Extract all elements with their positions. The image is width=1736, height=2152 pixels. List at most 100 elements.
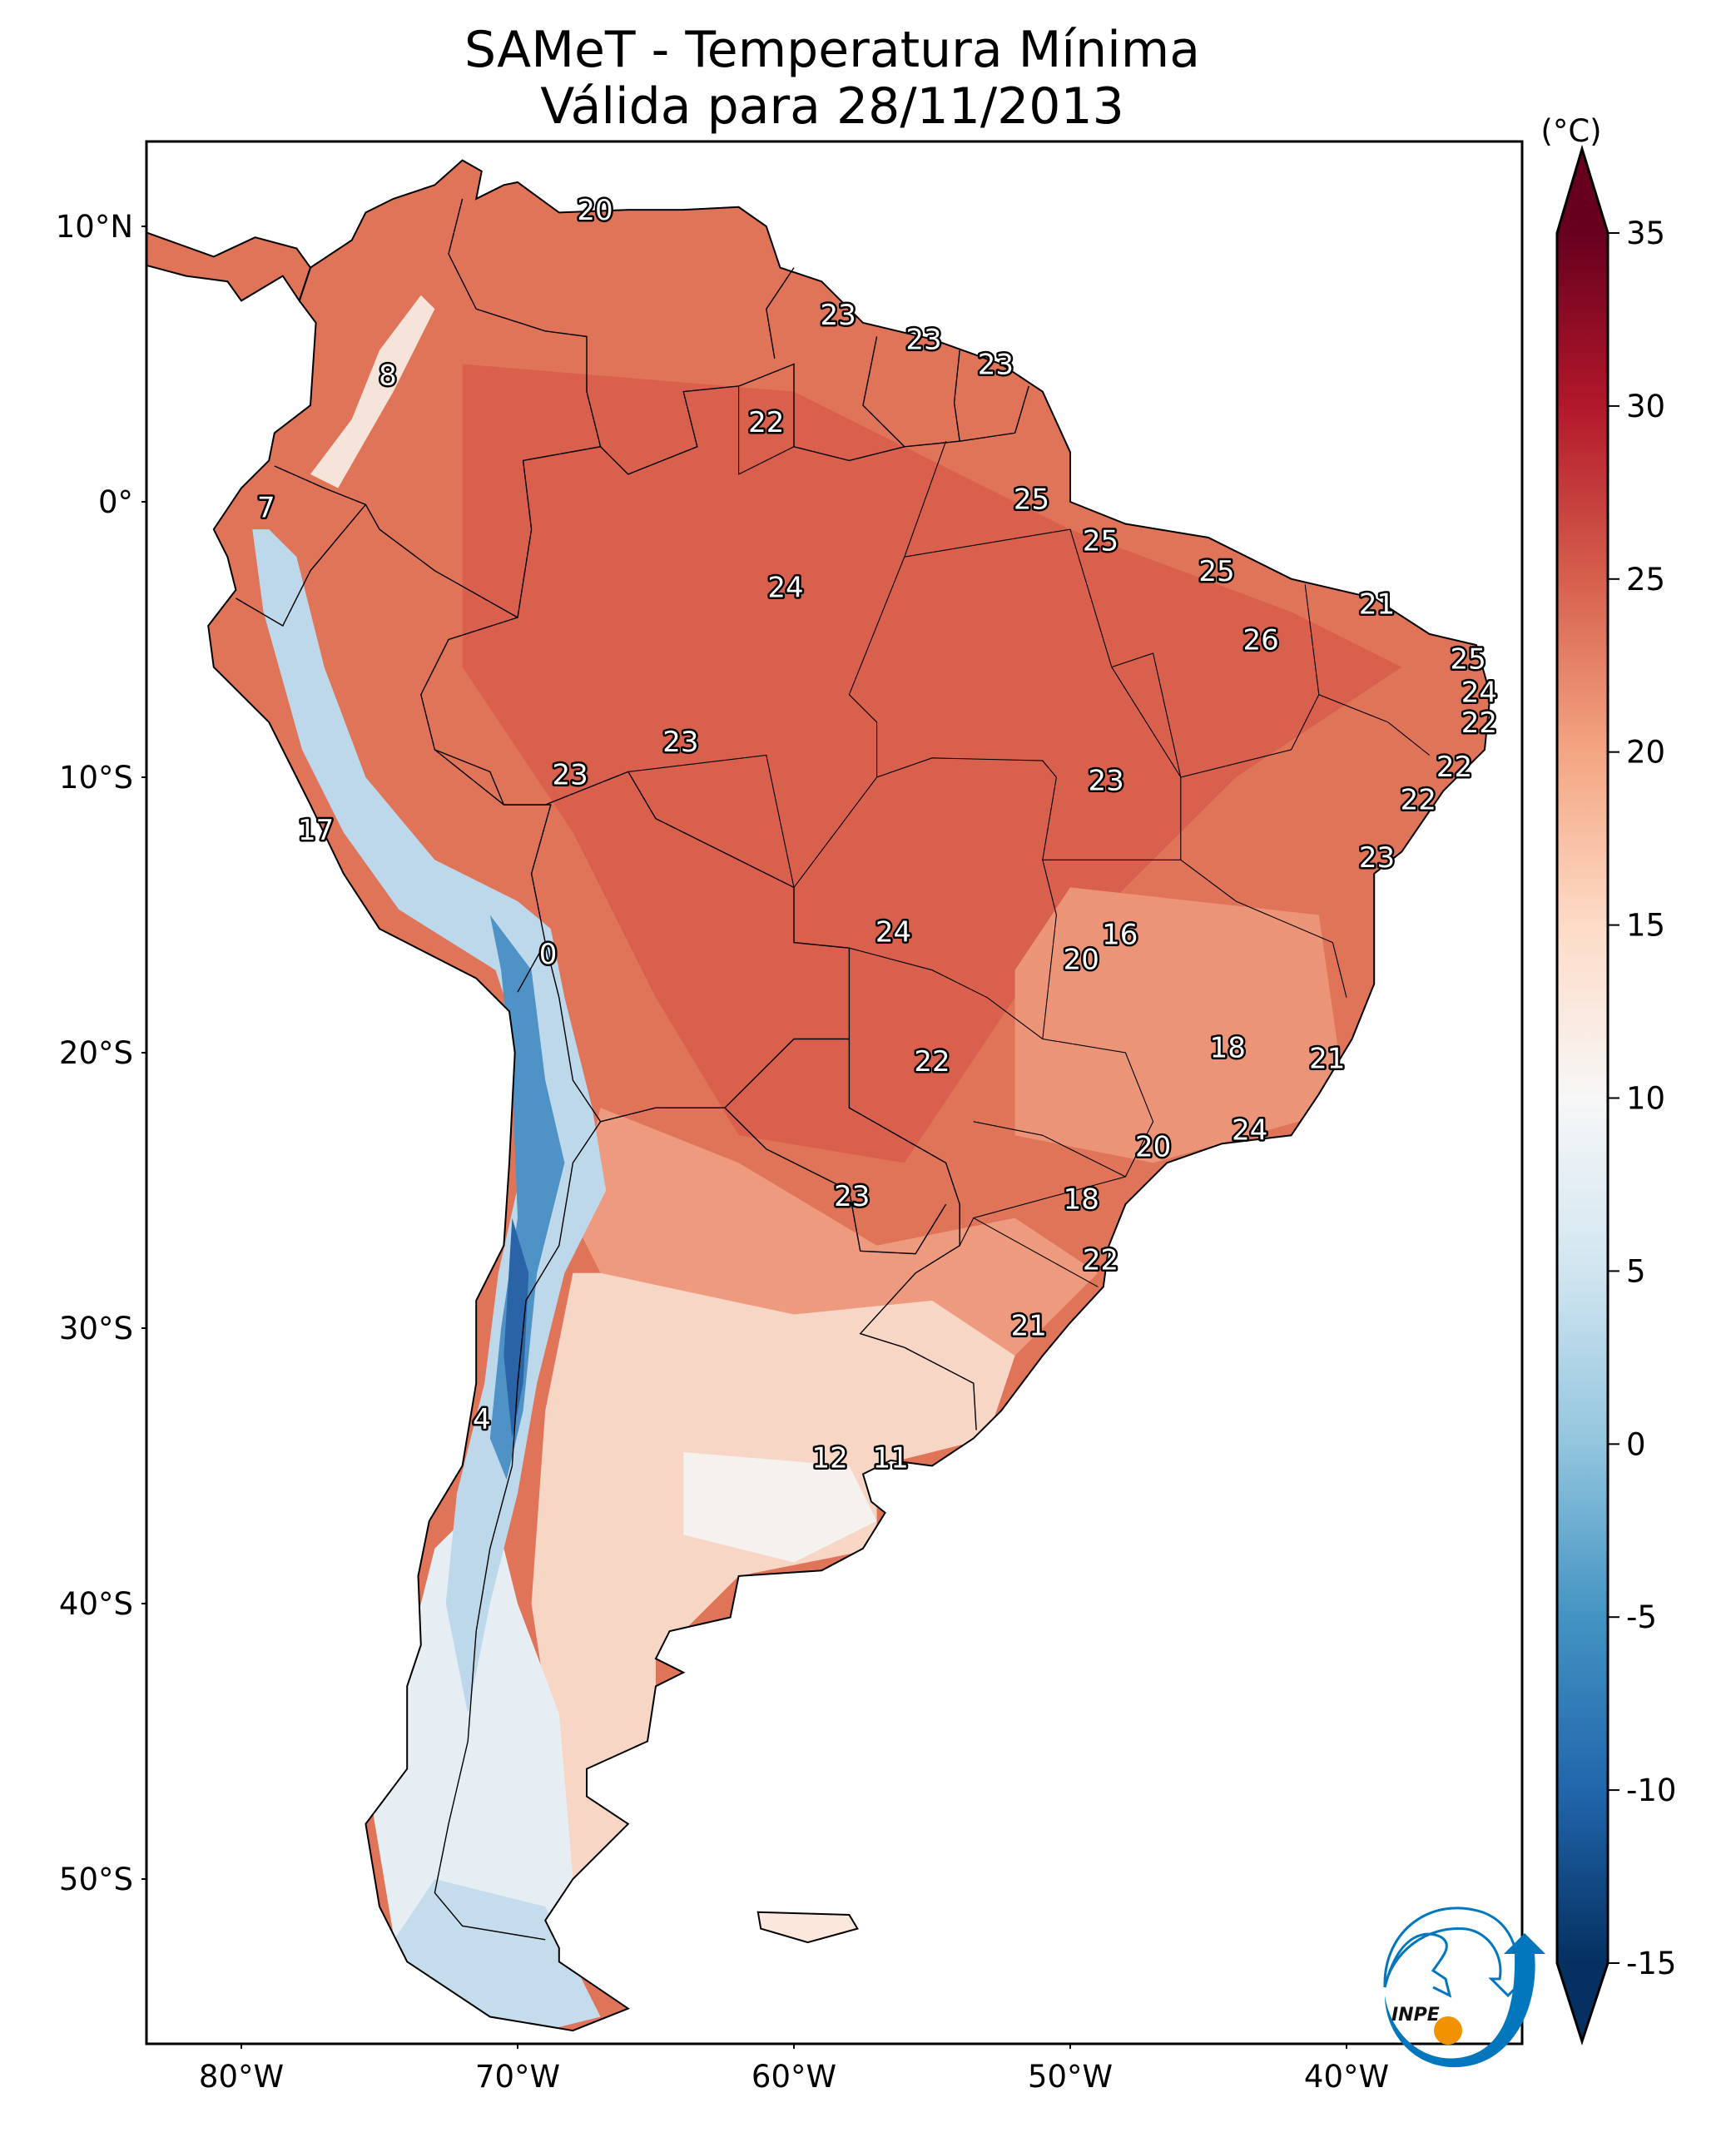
field-colombia-andes [310,295,435,488]
colorbar-tick-label: 20 [1626,735,1665,771]
station-value-label: 24 [875,915,911,949]
colorbar-gradient [1557,233,1608,1963]
map-frame [145,140,1524,2045]
station-value-label: 7 [257,492,275,525]
station-value-label: 18 [1064,1183,1099,1216]
state-border [738,386,795,475]
country-border [434,1121,602,1941]
station-value-label: 4 [473,1403,491,1436]
coastline-south-america [207,159,1491,2032]
colorbar-tick-label: 35 [1626,216,1665,251]
station-value-label: 16 [1102,919,1138,952]
colorbar-extend-bottom [1557,1963,1608,2041]
colorbar-tick-label: 5 [1626,1253,1646,1289]
country-border [434,749,977,1431]
colorbar-tick-label: 0 [1626,1426,1646,1462]
colorbar-tick-label: 15 [1626,908,1665,944]
country-border [448,198,602,447]
station-value-label: 17 [298,814,334,847]
station-value-label: 23 [834,1180,870,1213]
lat-tick-label: 30°S [59,1311,133,1346]
field-south-pale [531,1272,1015,1879]
station-value-label: 24 [1232,1114,1267,1148]
colorbar-tick-label: 10 [1626,1081,1665,1117]
state-border [848,441,947,777]
lon-tick-label: 50°W [1028,2059,1113,2095]
colorbar: (°C) 35 30 25 20 15 10 5 0 -5 -10 -15 [1540,113,1676,2045]
colorbar-tick-label: -5 [1626,1599,1657,1635]
lon-tick-label: 80°W [199,2059,284,2095]
coastline-panama [146,231,312,303]
map-title-line2: Válida para 28/11/2013 [540,77,1124,136]
field-andes-core [503,1217,529,1439]
lon-tick-label: 40°W [1304,2059,1389,2095]
lat-tick-label: 50°S [59,1862,133,1897]
state-border [849,947,1154,1178]
map-title-line1: SAMeT - Temperatura Mínima [464,21,1200,79]
colorbar-tick-label: -10 [1626,1773,1676,1808]
field-pampas-white [683,1452,877,1563]
station-value-label: 24 [1461,676,1497,709]
station-value-label: 22 [1436,751,1472,784]
colorbar-tick-label: -15 [1626,1946,1676,1981]
inpe-logo-text: INPE [1391,2005,1440,2026]
state-border [1318,694,1430,756]
station-value-label: 22 [1083,1243,1118,1277]
lat-tick-label: 40°S [59,1586,133,1622]
axis-ticks: 10°N 0° 10°S 20°S 30°S 40°S 50°S 80°W 70°W 60°W 50… [56,209,1389,2095]
station-value-label: 23 [978,349,1014,382]
country-border [724,1107,947,1255]
station-value-label: 23 [552,759,588,792]
state-border [1180,859,1347,998]
station-value-label: 22 [748,406,784,439]
station-value-label: 23 [820,299,856,332]
station-value-label: 23 [905,324,941,357]
station-value-label: 25 [1198,555,1234,588]
station-value-label: 23 [1359,841,1395,875]
station-value-label: 12 [812,1442,848,1475]
station-value-label: 21 [1309,1043,1345,1076]
colorbar-tick-label: 30 [1626,389,1665,424]
falkland-islands [756,1911,859,1944]
inpe-logo: INPE [1383,1907,1545,2068]
colorbar-extend-top [1557,149,1608,233]
station-value-label: 20 [1135,1131,1171,1164]
station-value-label: 23 [1089,764,1124,797]
station-value-label: 26 [1242,624,1278,657]
lat-tick-label: 10°S [59,760,133,796]
lon-tick-label: 60°W [751,2059,836,2095]
field-transition [573,1108,1099,1356]
colorbar-unit: (°C) [1540,113,1601,149]
station-value-label: 20 [1064,943,1099,976]
lat-tick-label: 10°N [56,209,133,245]
station-value-label: 8 [379,359,397,393]
station-value-label: 11 [873,1442,909,1475]
station-value-label: 0 [539,938,558,971]
lat-tick-label: 0° [98,484,133,520]
station-value-label: 21 [1011,1310,1047,1343]
station-value-label: 25 [1014,483,1049,517]
colorbar-tick-label: 25 [1626,562,1665,598]
station-value-label: 22 [1401,783,1436,816]
station-value-label: 21 [1359,588,1395,621]
field-southeast-mild [1014,887,1347,1163]
station-value-label: 24 [767,572,803,605]
station-value-label: 25 [1450,643,1486,677]
field-central-hot [462,364,1402,1163]
lon-tick-label: 70°W [475,2059,560,2095]
station-value-label: 18 [1210,1031,1246,1064]
state-border [627,754,795,888]
lat-tick-label: 20°S [59,1035,133,1071]
country-border [274,465,518,618]
state-border [793,757,1057,888]
station-value-label: 23 [662,726,698,759]
state-border [959,1217,975,1246]
station-value-label: 22 [914,1045,950,1078]
station-value-label: 25 [1083,524,1118,558]
country-border [766,267,795,359]
station-value-label: 22 [1461,707,1497,740]
